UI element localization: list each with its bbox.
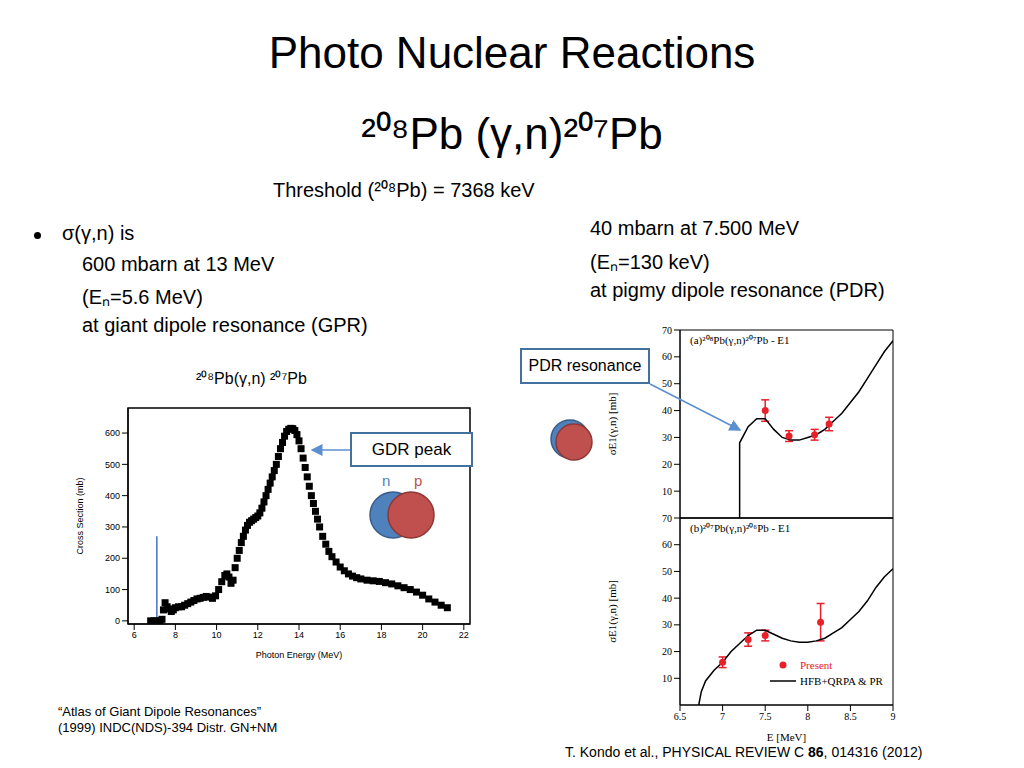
svg-text:Photon Energy (MeV): Photon Energy (MeV) — [256, 650, 343, 660]
html-text:T. Kondo et al., PHYSICAL REVI: T. Kondo et al., PHYSICAL REVIEW C 86, 0… — [565, 744, 923, 760]
svg-text:10: 10 — [662, 673, 672, 684]
svg-text:7: 7 — [720, 711, 725, 722]
html-text:GDR peak: GDR peak — [371, 439, 452, 459]
svg-text:300: 300 — [105, 522, 120, 532]
svg-text:14: 14 — [294, 630, 304, 640]
svg-text:6.5: 6.5 — [674, 711, 687, 722]
svg-text:20: 20 — [662, 459, 672, 470]
svg-text:600: 600 — [105, 428, 120, 438]
svg-text:E [MeV]: E [MeV] — [767, 731, 806, 743]
svg-text:18: 18 — [376, 630, 386, 640]
svg-text:50: 50 — [662, 566, 672, 577]
svg-text:400: 400 — [105, 491, 120, 501]
svg-text:70: 70 — [662, 325, 672, 336]
svg-text:100: 100 — [105, 585, 120, 595]
html-text:(Eₙ=130 keV): (Eₙ=130 keV) — [590, 251, 710, 273]
svg-text:7.5: 7.5 — [759, 711, 772, 722]
svg-text:9: 9 — [891, 711, 896, 722]
html-text:at giant dipole resonance (GPR: at giant dipole resonance (GPR) — [82, 313, 368, 336]
svg-text:16: 16 — [335, 630, 345, 640]
svg-text:0: 0 — [115, 616, 120, 626]
svg-text:10: 10 — [212, 630, 222, 640]
svg-text:8: 8 — [173, 630, 178, 640]
html-text:Threshold (²⁰⁸Pb) = 7368 keV: Threshold (²⁰⁸Pb) = 7368 keV — [273, 179, 535, 201]
svg-text:6: 6 — [132, 630, 137, 640]
html-text:²⁰⁸Pb(γ,n) ²⁰⁷Pb: ²⁰⁸Pb(γ,n) ²⁰⁷Pb — [196, 370, 307, 387]
svg-text:60: 60 — [662, 539, 672, 550]
svg-text:20: 20 — [662, 646, 672, 657]
svg-text:30: 30 — [662, 432, 672, 443]
svg-text:Cross Section (mb): Cross Section (mb) — [75, 477, 85, 554]
svg-text:60: 60 — [662, 351, 672, 362]
svg-text:8.5: 8.5 — [844, 711, 857, 722]
svg-text:70: 70 — [662, 513, 672, 524]
svg-text:20: 20 — [418, 630, 428, 640]
svg-text:500: 500 — [105, 460, 120, 470]
svg-text:10: 10 — [662, 486, 672, 497]
svg-text:22: 22 — [459, 630, 469, 640]
html-text:(b)²⁰⁷Pb(γ,n)²⁰⁶Pb - E1: (b)²⁰⁷Pb(γ,n)²⁰⁶Pb - E1 — [690, 522, 791, 534]
html-text:σ(γ,n) is: σ(γ,n) is — [62, 222, 135, 244]
svg-text:30: 30 — [662, 619, 672, 630]
html-text:at pigmy dipole resonance (PDR: at pigmy dipole resonance (PDR) — [590, 279, 885, 301]
html-text:p: p — [414, 472, 423, 489]
html-text:PDR resonance: PDR resonance — [528, 357, 642, 374]
html-text:Photo Nuclear Reactions: Photo Nuclear Reactions — [268, 28, 756, 77]
svg-text:σE1(γ,n) [mb]: σE1(γ,n) [mb] — [606, 393, 619, 456]
html-text:Present: Present — [800, 659, 833, 671]
svg-text:12: 12 — [253, 630, 263, 640]
html-text:²⁰⁸Pb (γ,n)²⁰⁷Pb: ²⁰⁸Pb (γ,n)²⁰⁷Pb — [361, 109, 663, 158]
svg-text:σE1(γ,n) [mb]: σE1(γ,n) [mb] — [606, 580, 619, 643]
html-text:(Eₙ=5.6 MeV): (Eₙ=5.6 MeV) — [82, 286, 203, 308]
svg-text:50: 50 — [662, 378, 672, 389]
svg-text:200: 200 — [105, 553, 120, 563]
svg-text:8: 8 — [805, 711, 810, 722]
svg-text:40: 40 — [662, 405, 672, 416]
html-text:(1999) INDC(NDS)-394 Distr. GN: (1999) INDC(NDS)-394 Distr. GN+NM — [58, 720, 278, 735]
html-text:40 mbarn at 7.500 MeV: 40 mbarn at 7.500 MeV — [590, 217, 799, 239]
svg-text:40: 40 — [662, 593, 672, 604]
html-text:“Atlas of Giant Dipole Resonan: “Atlas of Giant Dipole Resonances” — [58, 704, 261, 719]
html-text:HFB+QRPA & PR: HFB+QRPA & PR — [800, 675, 883, 687]
html-text:(a)²⁰⁸Pb(γ,n)²⁰⁷Pb - E1: (a)²⁰⁸Pb(γ,n)²⁰⁷Pb - E1 — [690, 334, 790, 346]
html-text:600 mbarn at 13 MeV: 600 mbarn at 13 MeV — [82, 252, 275, 275]
html-text:n: n — [382, 472, 391, 489]
